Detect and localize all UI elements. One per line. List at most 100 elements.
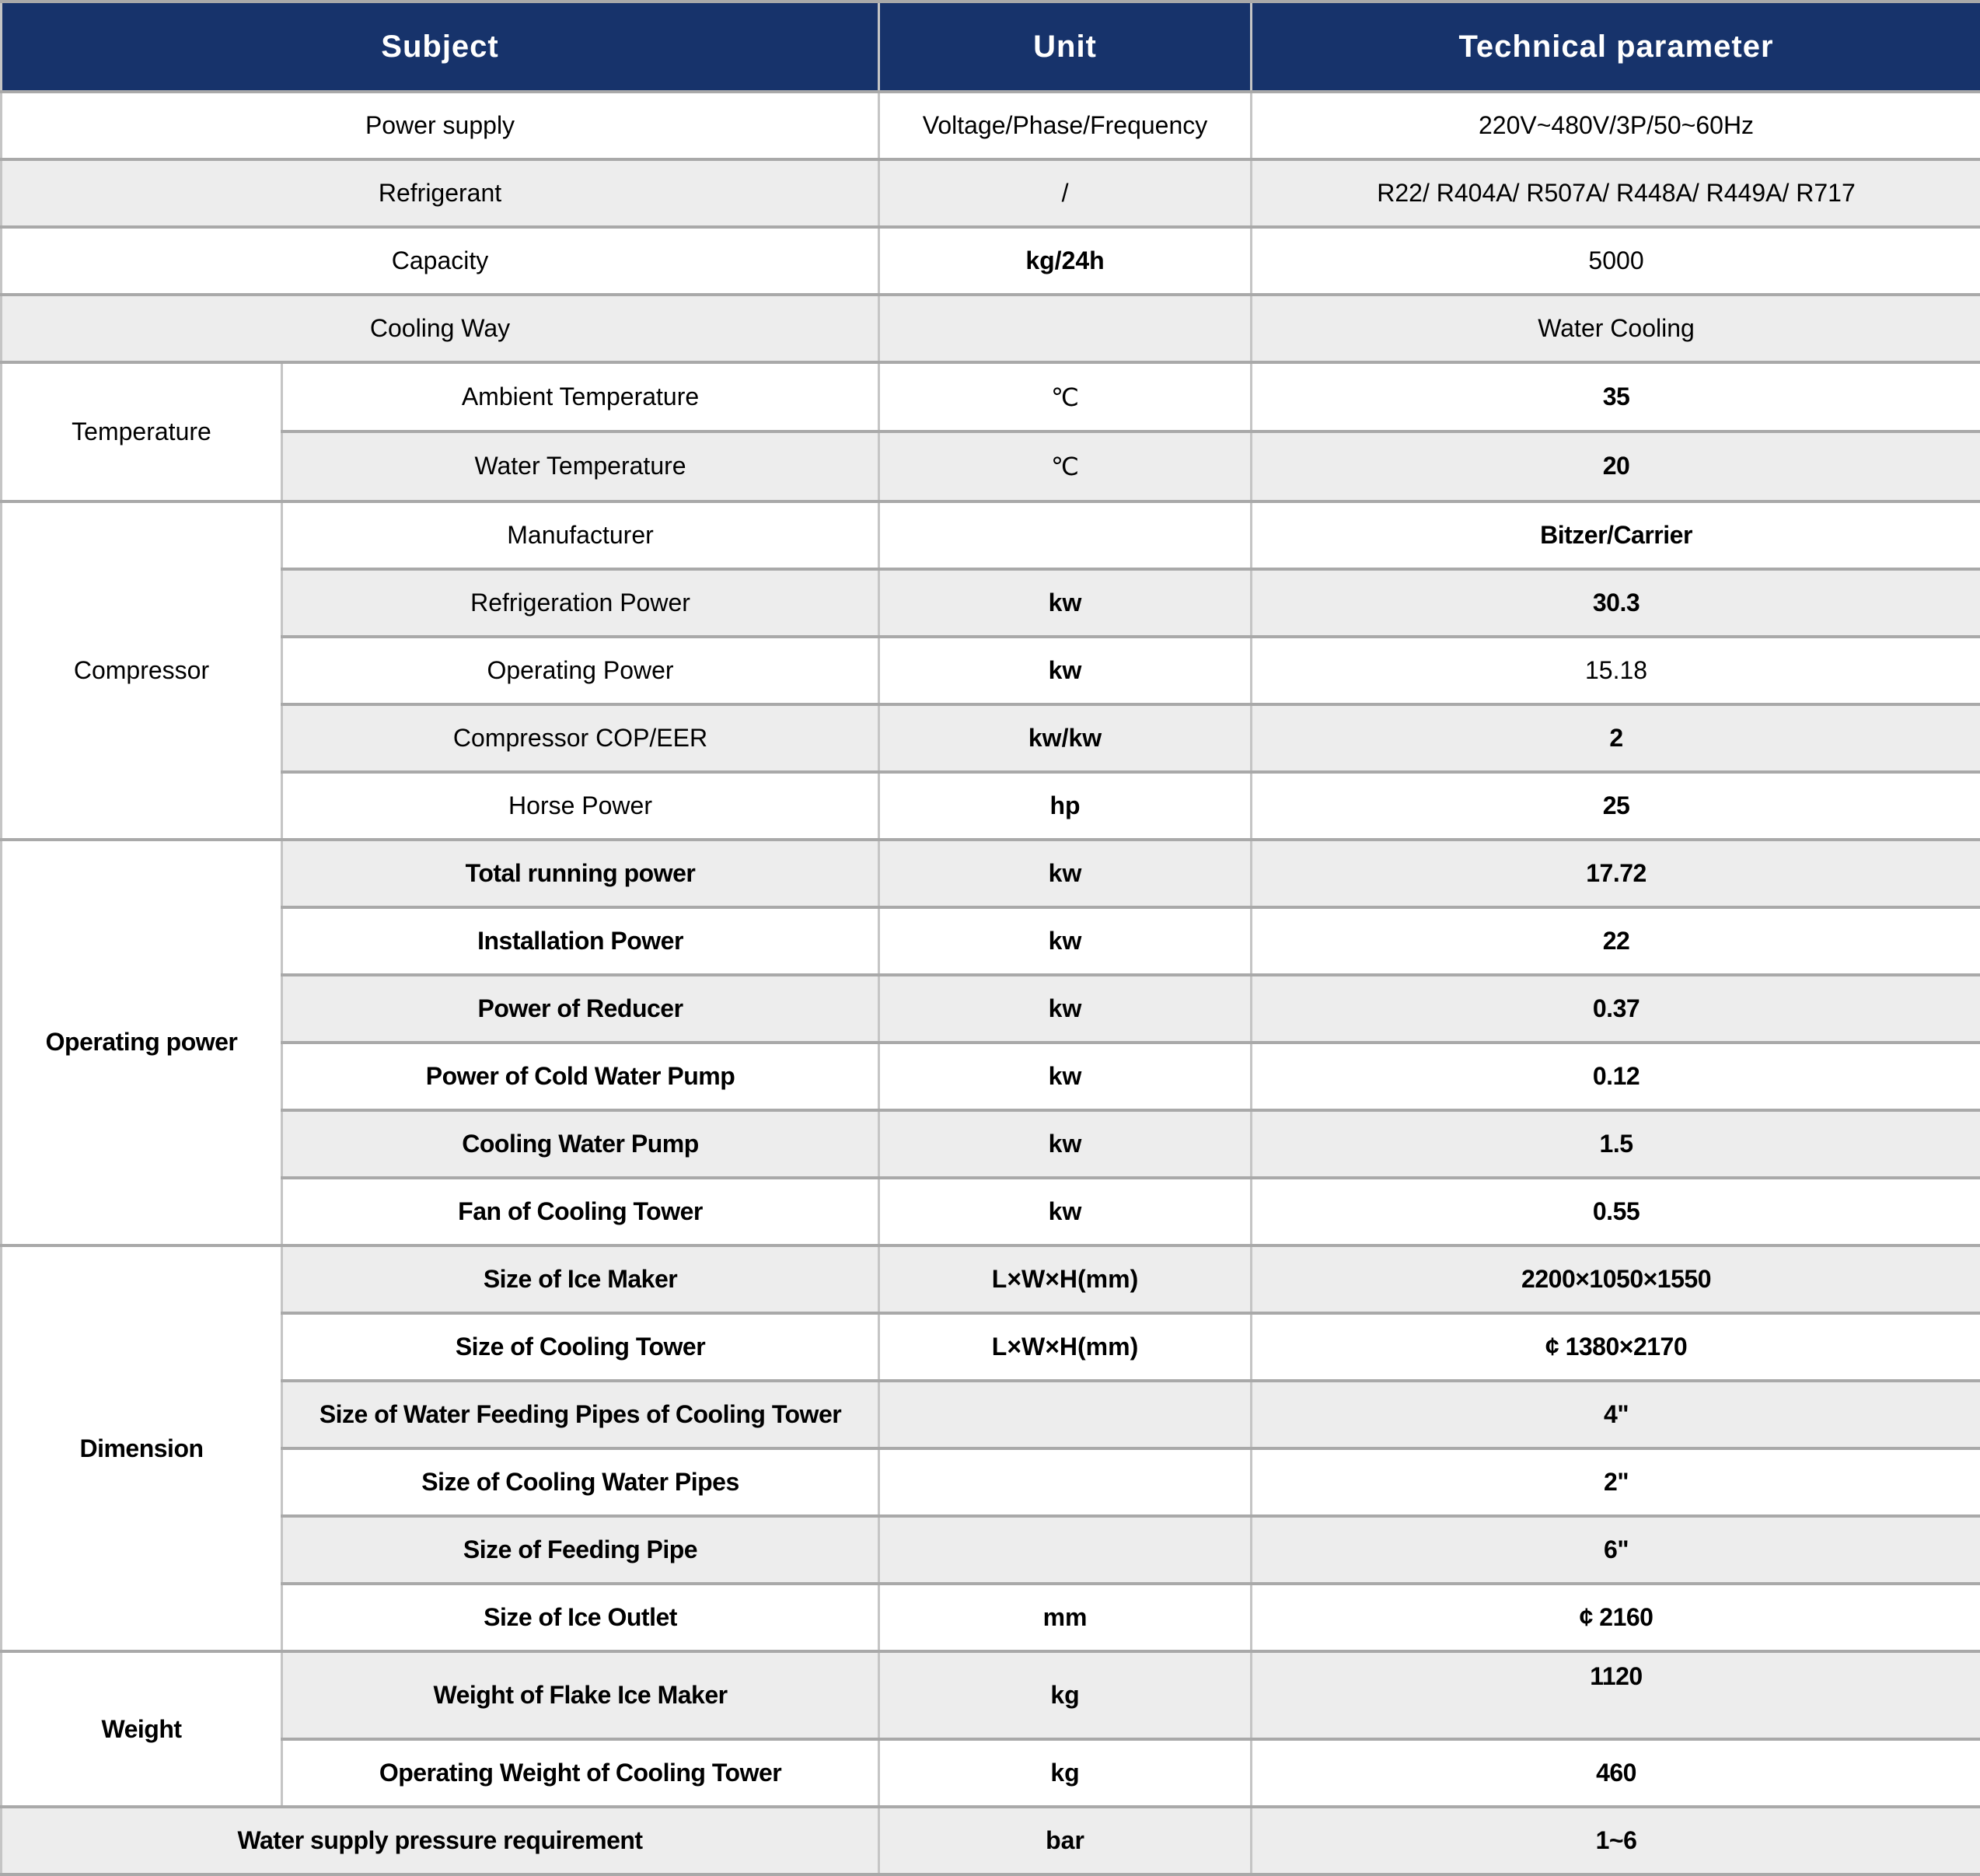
unit-cell: kw/kw bbox=[878, 702, 1253, 774]
table-row: Installation Power kw 22 bbox=[2, 905, 1980, 976]
subject-cell: Power of Cold Water Pump bbox=[280, 1040, 881, 1112]
table-row: Operating power Total running power kw 17.7… bbox=[0, 837, 1980, 1248]
unit-cell: kw bbox=[878, 1040, 1253, 1112]
table-row: Cooling Way Water Cooling bbox=[0, 293, 1980, 365]
subject-cell: Refrigerant bbox=[0, 158, 881, 229]
group-cell: Weight bbox=[0, 1650, 283, 1808]
table-row: Size of Ice Outlet mm ¢ 2160 bbox=[2, 1582, 1980, 1654]
unit-cell: / bbox=[878, 158, 1253, 229]
table-row: Power of Reducer kw 0.37 bbox=[2, 973, 1980, 1044]
unit-cell: kw bbox=[878, 567, 1253, 638]
unit-cell: bar bbox=[878, 1804, 1253, 1876]
value-cell: 17.72 bbox=[1250, 837, 1980, 909]
table-row: Capacity kg/24h 5000 bbox=[0, 225, 1980, 297]
unit-cell: ℃ bbox=[878, 430, 1253, 503]
table-row: Power of Cold Water Pump kw 0.12 bbox=[2, 1040, 1980, 1112]
unit-cell bbox=[878, 499, 1253, 571]
table-row: Dimension Size of Ice Maker L×W×H(mm) 2200×… bbox=[0, 1244, 1980, 1654]
table-row: Size of Feeding Pipe 6" bbox=[2, 1514, 1980, 1586]
unit-cell: kg bbox=[878, 1650, 1253, 1741]
value-cell: 1.5 bbox=[1250, 1108, 1980, 1180]
unit-cell: kw bbox=[878, 837, 1253, 909]
table-row: Horse Power hp 25 bbox=[2, 770, 1980, 841]
value-cell: Bitzer/Carrier bbox=[1250, 499, 1980, 571]
subject-cell: Cooling Water Pump bbox=[280, 1108, 881, 1180]
subject-cell: Size of Feeding Pipe bbox=[280, 1514, 881, 1586]
unit-cell: kg/24h bbox=[878, 225, 1253, 297]
subject-cell: Horse Power bbox=[280, 770, 881, 841]
value-cell: 0.37 bbox=[1250, 973, 1980, 1044]
value-cell: 1~6 bbox=[1250, 1804, 1980, 1876]
unit-cell: ℃ bbox=[878, 361, 1253, 434]
unit-cell bbox=[878, 1447, 1253, 1518]
unit-cell: kw bbox=[878, 973, 1253, 1044]
value-cell: 220V~480V/3P/50~60Hz bbox=[1250, 89, 1980, 162]
value-cell: 2 bbox=[1250, 702, 1980, 774]
unit-cell: mm bbox=[878, 1582, 1253, 1654]
subject-cell: Water Temperature bbox=[280, 430, 881, 503]
subject-cell: Size of Ice Maker bbox=[280, 1244, 881, 1315]
unit-cell bbox=[878, 293, 1253, 365]
table-row: Operating Power kw 15.18 bbox=[2, 634, 1980, 706]
value-cell: 0.55 bbox=[1250, 1176, 1980, 1248]
value-cell: 6" bbox=[1250, 1514, 1980, 1586]
value-cell: 15.18 bbox=[1250, 634, 1980, 706]
table-row: Cooling Water Pump kw 1.5 bbox=[2, 1108, 1980, 1180]
unit-cell: Voltage/Phase/Frequency bbox=[878, 89, 1253, 162]
subject-cell: Capacity bbox=[0, 225, 881, 297]
table-row: Size of Water Feeding Pipes of Cooling T… bbox=[2, 1379, 1980, 1451]
unit-cell bbox=[878, 1379, 1253, 1451]
table-row: Refrigeration Power kw 30.3 bbox=[2, 567, 1980, 638]
unit-cell: L×W×H(mm) bbox=[878, 1244, 1253, 1315]
unit-cell bbox=[878, 1514, 1253, 1586]
value-cell: 0.12 bbox=[1250, 1040, 1980, 1112]
table-row: Temperature Ambient Temperature ℃ 35 bbox=[0, 361, 1980, 503]
unit-cell: kg bbox=[878, 1737, 1253, 1808]
unit-cell: kw bbox=[878, 905, 1253, 976]
subject-cell: Size of Cooling Tower bbox=[280, 1312, 881, 1383]
subject-cell: Total running power bbox=[280, 837, 881, 909]
table-row: Refrigerant / R22/ R404A/ R507A/ R448A/ R4… bbox=[0, 158, 1980, 229]
subject-cell: Size of Ice Outlet bbox=[280, 1582, 881, 1654]
subject-cell: Water supply pressure requirement bbox=[0, 1804, 881, 1876]
value-cell: ¢ 2160 bbox=[1250, 1582, 1980, 1654]
subject-cell: Manufacturer bbox=[280, 499, 881, 571]
col-header-subject: Subject bbox=[0, 0, 881, 93]
group-cell: Temperature bbox=[0, 361, 283, 503]
value-cell: 25 bbox=[1250, 770, 1980, 841]
subject-cell: Weight of Flake Ice Maker bbox=[280, 1650, 881, 1741]
group-cell: Dimension bbox=[0, 1244, 283, 1654]
subject-cell: Cooling Way bbox=[0, 293, 881, 365]
value-cell: Water Cooling bbox=[1250, 293, 1980, 365]
group-cell: Compressor bbox=[0, 499, 283, 841]
unit-cell: kw bbox=[878, 1108, 1253, 1180]
value-cell: 4" bbox=[1250, 1379, 1980, 1451]
subject-cell: Power supply bbox=[0, 89, 881, 162]
header-row: Subject Unit Technical parameter bbox=[0, 0, 1980, 93]
subject-cell: Fan of Cooling Tower bbox=[280, 1176, 881, 1248]
value-cell: 460 bbox=[1250, 1737, 1980, 1808]
table-row: Weight Weight of Flake Ice Maker kg 1120 bbox=[0, 1650, 1980, 1808]
table-row: Compressor COP/EER kw/kw 2 bbox=[2, 702, 1980, 774]
spec-table-body: Power supply Voltage/Phase/Frequency 220V~… bbox=[0, 89, 1980, 1876]
value-cell: 5000 bbox=[1250, 225, 1980, 297]
subject-cell: Compressor COP/EER bbox=[280, 702, 881, 774]
value-cell: R22/ R404A/ R507A/ R448A/ R449A/ R717 bbox=[1250, 158, 1980, 229]
subject-cell: Refrigeration Power bbox=[280, 567, 881, 638]
table-row: Size of Cooling Water Pipes 2" bbox=[2, 1447, 1980, 1518]
table-row: Compressor Manufacturer Bitzer/Carrier bbox=[0, 499, 1980, 841]
subject-cell: Ambient Temperature bbox=[280, 361, 881, 434]
unit-cell: kw bbox=[878, 1176, 1253, 1248]
value-cell: 35 bbox=[1250, 361, 1980, 434]
subject-cell: Size of Cooling Water Pipes bbox=[280, 1447, 881, 1518]
subject-cell: Operating Weight of Cooling Tower bbox=[280, 1737, 881, 1808]
subject-cell: Operating Power bbox=[280, 634, 881, 706]
value-cell: 2200×1050×1550 bbox=[1250, 1244, 1980, 1315]
subject-cell: Installation Power bbox=[280, 905, 881, 976]
value-cell: 1120 bbox=[1250, 1650, 1980, 1741]
table-row: Operating Weight of Cooling Tower kg 460 bbox=[2, 1737, 1980, 1808]
unit-cell: hp bbox=[878, 770, 1253, 841]
group-cell: Operating power bbox=[0, 837, 283, 1248]
col-header-parameter: Technical parameter bbox=[1250, 0, 1980, 93]
